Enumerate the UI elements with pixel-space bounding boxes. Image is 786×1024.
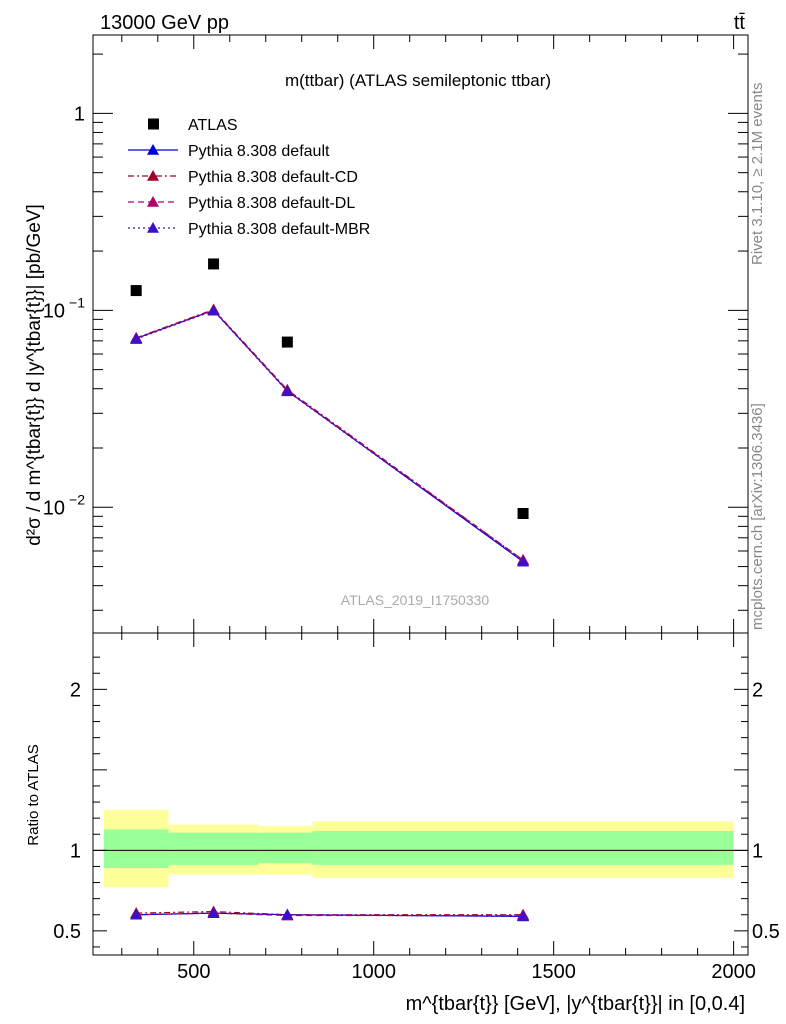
header-energy-label: 13000 GeV pp xyxy=(100,12,229,34)
x-tick-label: 1500 xyxy=(531,961,576,983)
main-ytick-label-exponent: −2 xyxy=(69,491,85,507)
ratio-line-1 xyxy=(136,910,524,916)
x-tick-label: 1000 xyxy=(351,961,396,983)
ratio-panel-series xyxy=(130,905,530,922)
legend: ATLAS Pythia 8.308 default Pythia 8.308 de… xyxy=(128,117,370,238)
ratio-y-axis-label: Ratio to ATLAS xyxy=(25,744,42,845)
ratio-marker-3 xyxy=(130,908,143,920)
x-tick-label: 2000 xyxy=(711,961,756,983)
ratio-inner-band-0 xyxy=(103,829,169,869)
x-tick-label: 500 xyxy=(177,961,210,983)
ratio-inner-band-3 xyxy=(312,831,734,865)
ratio-ytick-label-left: 2 xyxy=(70,679,81,701)
main-ytick-label: 10 xyxy=(43,497,65,519)
series-marker-4 xyxy=(130,333,143,344)
rivet-version-label: Rivet 3.1.10, ≥ 2.1M events xyxy=(749,83,766,266)
legend-label: Pythia 8.308 default-MBR xyxy=(188,221,370,238)
atlas-data-point xyxy=(208,258,220,270)
legend-label: Pythia 8.308 default xyxy=(188,143,330,160)
ratio-ytick-label-right: 1 xyxy=(752,840,763,862)
series-marker-4 xyxy=(207,304,220,316)
main-ytick-label: 10 xyxy=(43,300,65,322)
series-marker-4 xyxy=(281,385,294,397)
atlas-data-point xyxy=(130,285,142,297)
series-line-4 xyxy=(135,310,524,563)
main-panel-series xyxy=(130,258,530,567)
ratio-marker-3 xyxy=(281,908,294,920)
legend-marker-4 xyxy=(147,222,159,233)
ratio-line-2 xyxy=(136,912,524,917)
analysis-id-watermark: ATLAS_2019_I1750330 xyxy=(341,592,490,608)
ratio-marker-3 xyxy=(517,910,530,922)
atlas-data-point xyxy=(281,336,293,348)
ratio-inner-band-2 xyxy=(258,832,313,864)
series-marker-4 xyxy=(517,555,530,567)
x-axis-label: m^{tbar{t}} [GeV], |y^{tbar{t}}| in [0,0… xyxy=(406,993,745,1015)
header-process-label: tt̄ xyxy=(734,12,746,34)
ratio-marker-3 xyxy=(207,907,220,918)
ratio-error-bands xyxy=(93,810,748,888)
legend-marker-atlas xyxy=(148,118,159,130)
main-y-axis-label: d²σ / d m^{tbar{t}} d |y^{tbar{t}}| [pb/… xyxy=(24,204,45,546)
legend-marker-1 xyxy=(147,144,159,155)
ratio-ytick-label-left: 0.5 xyxy=(53,921,81,943)
atlas-data-point xyxy=(517,507,529,519)
legend-label: ATLAS xyxy=(188,117,238,134)
legend-label: Pythia 8.308 default-DL xyxy=(188,195,355,212)
legend-marker-2 xyxy=(147,170,159,181)
ratio-frame xyxy=(92,632,749,956)
ratio-inner-band-1 xyxy=(168,832,259,865)
main-ytick-label-exponent: −1 xyxy=(69,294,85,310)
series-line-1 xyxy=(135,309,524,563)
ratio-ytick-label-left: 1 xyxy=(70,840,81,862)
ratio-ytick-label-right: 0.5 xyxy=(752,921,780,943)
legend-label: Pythia 8.308 default-CD xyxy=(188,169,358,186)
ratio-panel-axes: 0.5 0.5 1 1 2 2 500 1000 1500 2000 xyxy=(53,632,780,983)
mcplots-source-label: mcplots.cern.ch [arXiv:1306.3436] xyxy=(749,403,766,630)
main-plot-title: m(ttbar) (ATLAS semileptonic ttbar) xyxy=(285,71,551,90)
series-line-3 xyxy=(135,309,524,561)
main-ytick-label: 1 xyxy=(74,103,85,125)
ratio-ytick-label-right: 2 xyxy=(752,679,763,701)
series-line-2 xyxy=(135,308,524,561)
legend-marker-3 xyxy=(147,196,159,207)
